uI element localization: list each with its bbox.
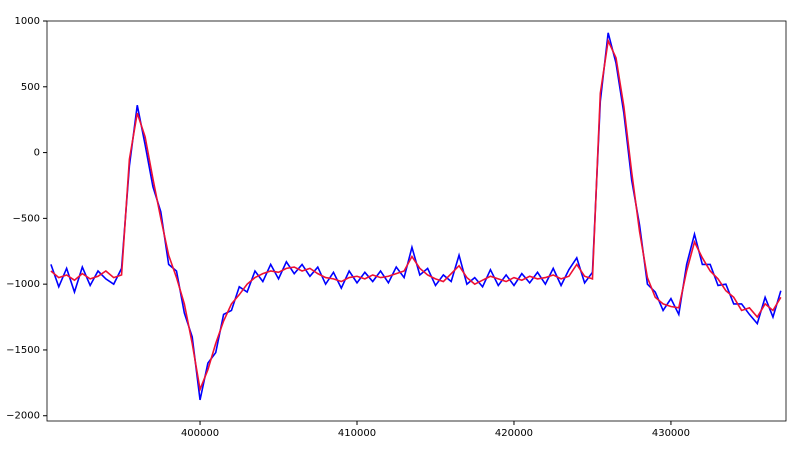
y-tick-label: −1000: [6, 279, 40, 290]
x-tick-label: 430000: [652, 428, 690, 439]
series-line: [50, 37, 782, 393]
y-tick-label: −1500: [6, 345, 40, 356]
x-tick-label: 420000: [495, 428, 533, 439]
y-tick-label: −500: [13, 213, 40, 224]
x-tick-label: 400000: [181, 428, 219, 439]
y-tick-label: −2000: [6, 411, 40, 422]
y-tick-label: 1000: [15, 16, 40, 27]
x-tick-label: 410000: [338, 428, 376, 439]
plot-frame: [46, 20, 787, 422]
y-tick-label: 500: [21, 82, 40, 93]
y-tick-label: 0: [34, 148, 40, 159]
